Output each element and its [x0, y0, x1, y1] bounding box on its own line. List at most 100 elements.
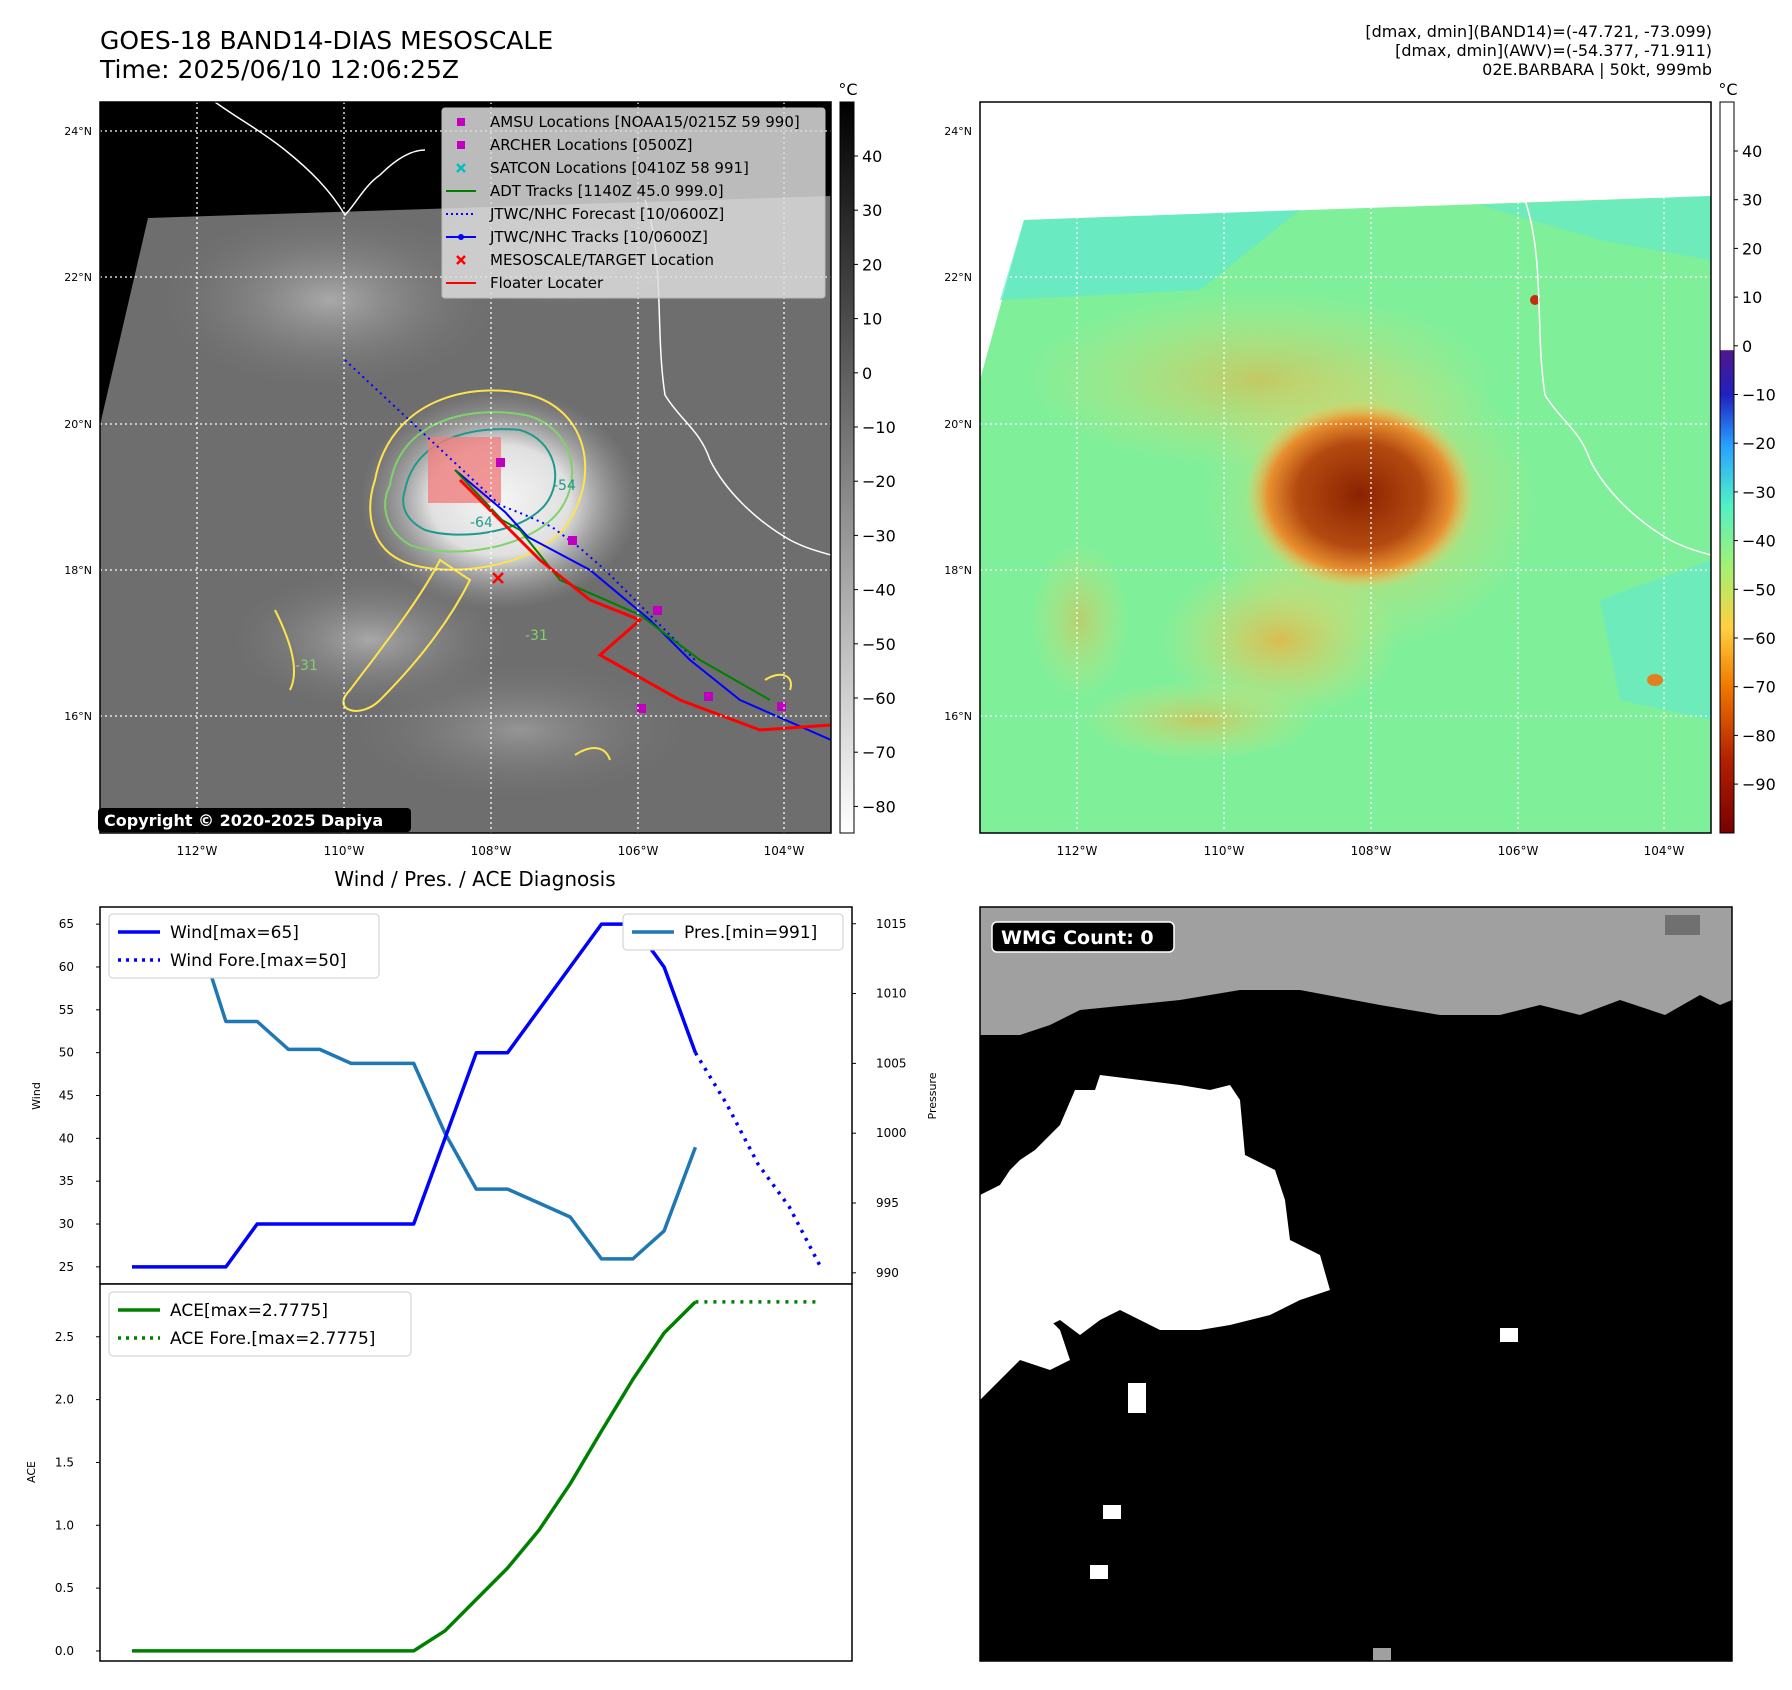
- ace-legend-box: [108, 1291, 412, 1357]
- ir-frame: [99, 101, 832, 834]
- lat-tick-label: 20°N: [64, 418, 92, 431]
- lon-tick-label: 112°W: [1057, 844, 1098, 858]
- archer-marker-4: [777, 702, 786, 711]
- wind-axis-tick-label: 60: [59, 960, 74, 974]
- color-colorbar-tick-label: 10: [1742, 288, 1762, 307]
- color-gridlines: [980, 102, 1711, 833]
- wmg-white-fleck-2: [1128, 1383, 1146, 1413]
- map-legend: AMSU Locations [NOAA15/0215Z 59 990] ARCH…: [441, 107, 826, 299]
- lon-tick-label: 106°W: [1498, 844, 1539, 858]
- wmg-white-fleck-5: [1090, 1565, 1108, 1579]
- contour-label-2: -64: [470, 515, 493, 531]
- color-colorbar-tick-label: −60: [1742, 629, 1776, 648]
- color-colorbar-tick-label: −50: [1742, 580, 1776, 599]
- ir-cloud-4: [350, 660, 690, 800]
- color-colorbar-tick-label: 30: [1742, 191, 1762, 210]
- wind-axis-tick-label: 50: [59, 1046, 74, 1060]
- contour-yellow-band: [342, 558, 472, 712]
- wind-axis-tick-label: 55: [59, 1003, 74, 1017]
- lat-tick-label: 24°N: [64, 125, 92, 138]
- lat-tick-label: 22°N: [64, 271, 92, 284]
- legend-box: [441, 107, 826, 299]
- figure-info: [dmax, dmin](BAND14)=(-47.721, -73.099) …: [1365, 22, 1712, 79]
- ace-axis-tick-label: 2.0: [55, 1393, 74, 1407]
- lat-tick-label: 22°N: [944, 271, 972, 284]
- lat-tick-label: 18°N: [64, 564, 92, 577]
- legend-entry-label: ARCHER Locations [0500Z]: [490, 136, 693, 154]
- legend-symbol-square: [457, 141, 465, 149]
- legend-entry-label: Floater Locater: [490, 274, 604, 292]
- pressure-axis-tick-label: 1015: [876, 917, 907, 931]
- contour-yellow-small-2: [574, 747, 611, 761]
- pressure-legend: Pres.[min=991]: [622, 913, 844, 951]
- pressure-axis-tick-label: 990: [876, 1266, 899, 1280]
- color-colorbar-tick-label: −70: [1742, 678, 1776, 697]
- ir-colorbar-tick-label: −70: [862, 743, 896, 762]
- ir-colorbar-tick-label: −50: [862, 635, 896, 654]
- copyright-text: Copyright © 2020-2025 Dapiya: [104, 811, 383, 830]
- color-colorbar-tick-label: −20: [1742, 434, 1776, 453]
- wind-axis-label: Wind: [30, 1082, 43, 1110]
- contour-label-4: -31: [295, 658, 318, 674]
- color-swath-cool-3: [1600, 560, 1711, 720]
- color-storm-core: [1245, 400, 1475, 590]
- ace-axis-tick-label: 0.5: [55, 1581, 74, 1595]
- ace-axis-tick-label: 0.0: [55, 1644, 74, 1658]
- lon-tick-label: 112°W: [177, 844, 218, 858]
- ir-colorbar-tick-label: −40: [862, 581, 896, 600]
- pressure-legend-box: [622, 913, 844, 951]
- color-colorbar-unit: °C: [1718, 80, 1737, 99]
- lon-tick-label: 106°W: [618, 844, 659, 858]
- ir-colorbar-tick-label: 0: [862, 364, 872, 383]
- color-colorbar: °C 40 30 20 10 0 −10 −20 −30 −40 −50 −60 −70 −80 −90: [1718, 80, 1776, 834]
- ir-map: -54 -64 -31 -31: [98, 101, 832, 834]
- nhc-track: [454, 469, 831, 741]
- info-band14: [dmax, dmin](BAND14)=(-47.721, -73.099): [1365, 22, 1712, 41]
- wmg-panel: WMG Count: 0: [979, 906, 1733, 1662]
- legend-symbol-square: [457, 118, 465, 126]
- lat-tick-label: 16°N: [64, 710, 92, 723]
- ir-colorbar-tick-label: −10: [862, 418, 896, 437]
- wmg-white-fleck-3: [1500, 1328, 1518, 1342]
- ir-colorbar: °C 40 30 20 10 0 −10 −20 −30 −40 −50 −60 −70 −80: [838, 80, 896, 834]
- pressure-legend-label: Pres.[min=991]: [684, 923, 817, 943]
- ace-series-line: [132, 1300, 697, 1653]
- pressure-axis-tick-label: 1000: [876, 1126, 907, 1140]
- forecast-track: [344, 359, 696, 661]
- wmg-gray-fleck: [1373, 1648, 1391, 1661]
- amsu-marker-2: [568, 536, 577, 545]
- color-swath-cool-2: [1480, 196, 1711, 260]
- pressure-axis-tick-label: 1005: [876, 1056, 907, 1070]
- copyright-badge: [98, 808, 411, 832]
- contour-teal-main: [402, 428, 557, 536]
- color-colorbar-tick-label: 20: [1742, 239, 1762, 258]
- contour-label-3: -31: [525, 628, 548, 644]
- ir-colorbar-tick-label: 10: [862, 310, 882, 329]
- contour-yellow-small-3: [764, 673, 792, 691]
- floater-track: [458, 478, 831, 732]
- ir-colorbar-tick-label: −60: [862, 689, 896, 708]
- wind-legend-label: Wind[max=65]: [170, 923, 299, 943]
- ace-axis-tick-label: 1.0: [55, 1518, 74, 1532]
- lon-tick-label: 108°W: [471, 844, 512, 858]
- wmg-white-fleck-4: [1103, 1505, 1121, 1519]
- ace-axis-label: ACE: [25, 1461, 38, 1483]
- lon-tick-label: 110°W: [1204, 844, 1245, 858]
- lat-tick-label: 20°N: [944, 418, 972, 431]
- wmg-count-badge: [991, 921, 1175, 953]
- archer-marker-2: [637, 704, 646, 713]
- pressure-axis-label: Pressure: [926, 1072, 939, 1119]
- color-map: [979, 101, 1712, 834]
- lon-tick-label: 104°W: [1644, 844, 1685, 858]
- ir-colorbar-tick-label: −20: [862, 472, 896, 491]
- legend-entry-label: JTWC/NHC Tracks [10/0600Z]: [489, 228, 708, 246]
- archer-marker-3: [704, 692, 713, 701]
- color-colorbar-tick-label: −10: [1742, 386, 1776, 405]
- pressure-axis-tick-label: 995: [876, 1196, 899, 1210]
- ir-colorbar-tick-label: 20: [862, 255, 882, 274]
- contour-green-main: [384, 411, 574, 553]
- legend-entry-label: MESOSCALE/TARGET Location: [490, 251, 714, 269]
- color-band-4: [1030, 540, 1130, 700]
- wmg-count-label: WMG Count: 0: [1001, 927, 1154, 949]
